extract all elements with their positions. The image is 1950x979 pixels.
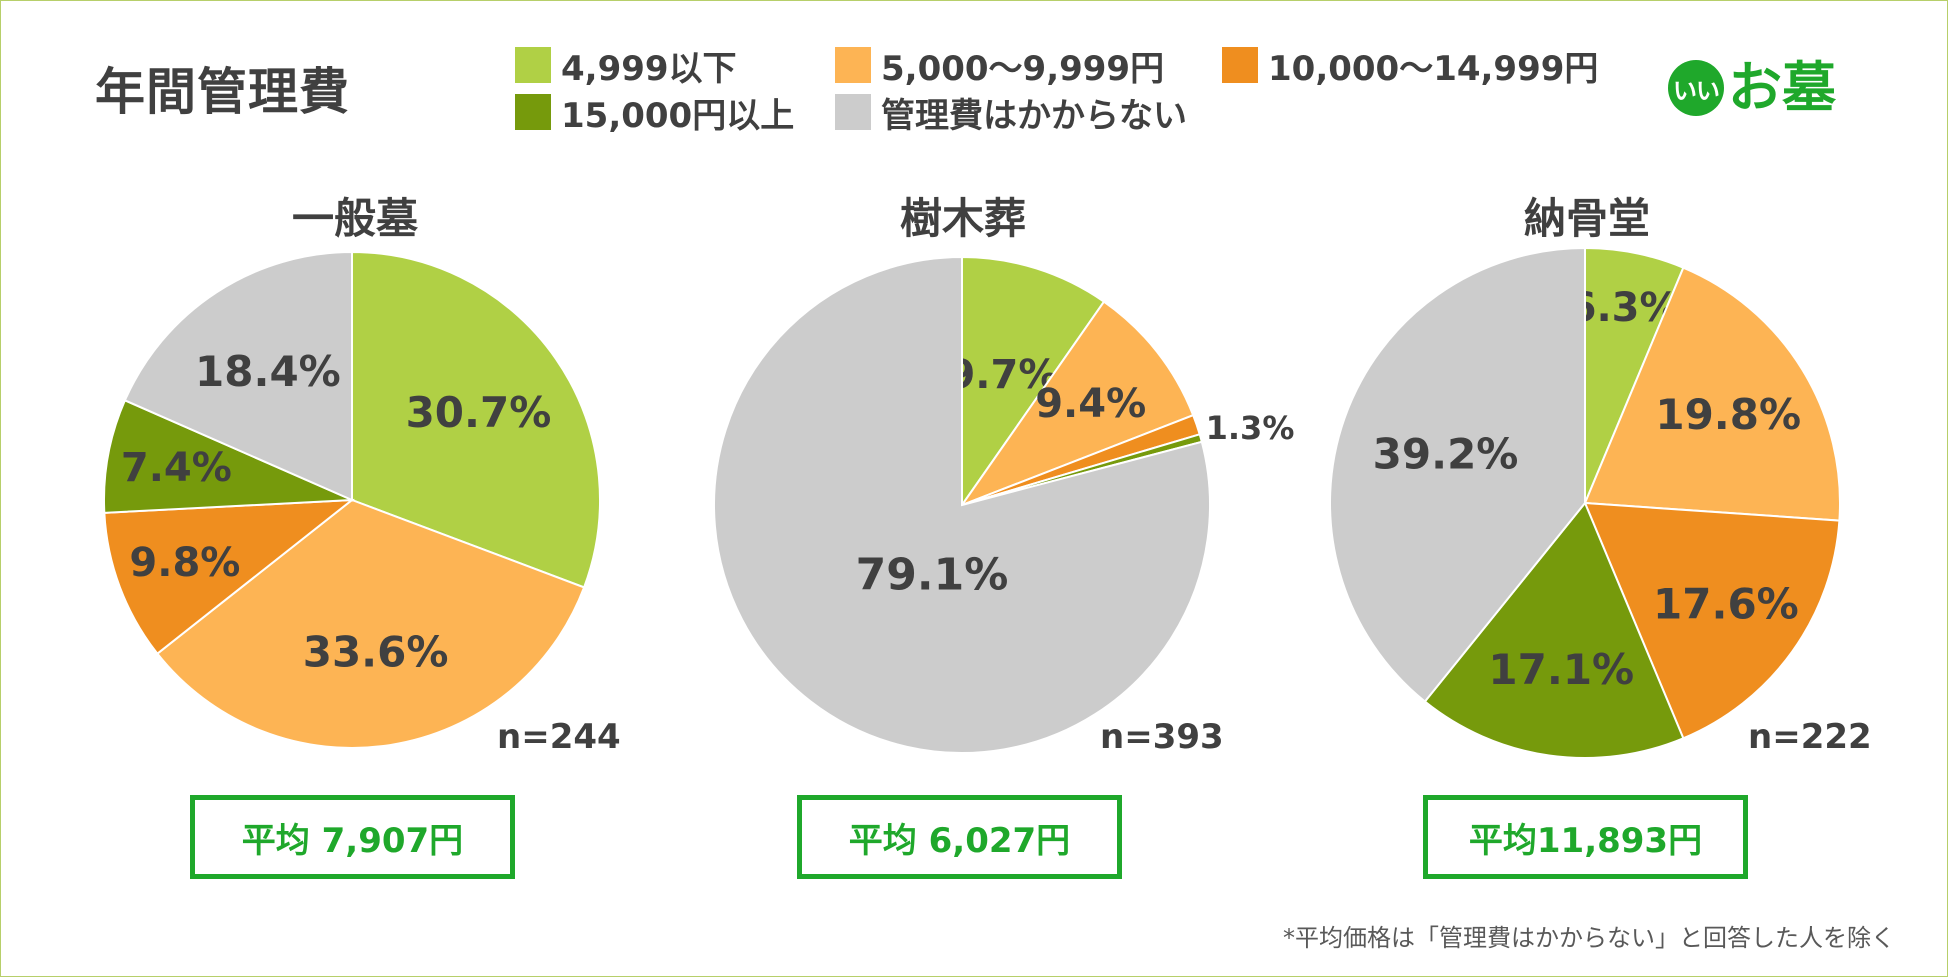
pie-slice	[1423, 501, 1685, 759]
slice-label: 17.6%	[1653, 580, 1799, 629]
slice-label: 39.2%	[1373, 429, 1519, 478]
legend-swatch	[835, 94, 871, 130]
slice-label: 33.6%	[303, 627, 449, 676]
slice-label: 1.3%	[1206, 409, 1295, 447]
legend-label: 管理費はかからない	[881, 95, 1187, 136]
pie-columbarium: 6.3%19.8%17.6%17.1%39.2%	[1329, 246, 1841, 759]
legend-swatch	[515, 47, 551, 83]
slice-label: 9.7%	[947, 352, 1058, 398]
pie-slice	[1583, 266, 1841, 522]
main-title: 年間管理費	[95, 63, 350, 121]
pie-slice	[961, 255, 1106, 509]
slice-label: 79.1%	[856, 550, 1009, 601]
pie-slice	[103, 498, 356, 656]
average-box-tree-burial: 平均 6,027円	[797, 795, 1122, 879]
slice-label: 30.7%	[406, 388, 552, 437]
pie-slice	[1583, 501, 1841, 740]
slice-label: 19.8%	[1655, 390, 1801, 439]
legend-label: 4,999以下	[561, 48, 737, 89]
n-label-tree-burial: n=393	[1100, 717, 1224, 757]
logo: いい お墓	[1668, 60, 1836, 116]
average-box-columbarium: 平均11,893円	[1423, 795, 1748, 879]
pie-tree-burial: 9.7%9.4%1.3%0.5%79.1%	[713, 255, 1295, 754]
slice-label: 9.4%	[1035, 381, 1146, 427]
slice-label: 9.8%	[129, 540, 240, 586]
legend-label: 15,000円以上	[561, 95, 795, 136]
slice-label: 17.1%	[1488, 645, 1634, 694]
slice-label: 7.4%	[121, 445, 232, 491]
pie-slice	[103, 399, 353, 514]
footnote: *平均価格は「管理費はかからない」と回答した人を除く	[1283, 924, 1895, 952]
chart-title-tree-burial: 樹木葬	[899, 194, 1026, 243]
average-box-general-grave: 平均 7,907円	[190, 795, 515, 879]
pie-slice	[155, 498, 586, 749]
legend-item-10000-14999: 10,000〜14,999円	[1222, 45, 1598, 89]
legend-swatch	[835, 47, 871, 83]
pie-slice	[351, 250, 601, 589]
logo-circle: いい	[1668, 60, 1724, 116]
n-label-general-grave: n=244	[497, 717, 621, 757]
pie-slice	[713, 255, 1211, 754]
pie-slice	[123, 250, 353, 502]
n-label-columbarium: n=222	[1748, 717, 1872, 757]
legend-item-5000-9999: 5,000〜9,999円	[835, 45, 1164, 89]
pie-slice	[1329, 246, 1586, 703]
slice-label: 18.4%	[195, 347, 341, 396]
logo-text: お墓	[1728, 56, 1836, 119]
chart-title-general-grave: 一般墓	[291, 194, 418, 243]
legend-label: 10,000〜14,999円	[1268, 48, 1599, 89]
legend-item-over-15000: 15,000円以上	[515, 92, 794, 136]
legend-label: 5,000〜9,999円	[881, 48, 1165, 89]
pie-slice	[959, 300, 1195, 508]
legend-swatch	[1222, 47, 1258, 83]
legend-swatch	[515, 94, 551, 130]
chart-title-columbarium: 納骨堂	[1523, 194, 1650, 243]
legend-item-no-fee: 管理費はかからない	[835, 92, 1187, 136]
legend-item-under-5000: 4,999以下	[515, 45, 737, 89]
pie-general-grave: 30.7% 33.6% 9.8% 7.4% 18.4%	[103, 250, 601, 749]
